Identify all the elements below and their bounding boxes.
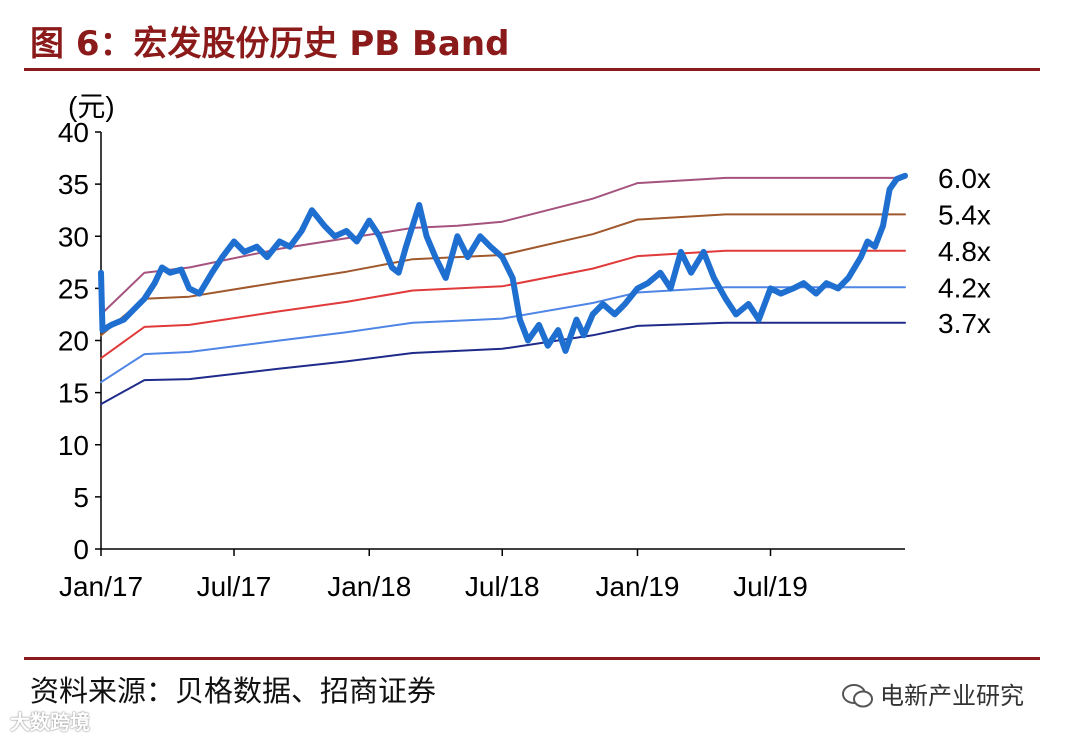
band-label-4.8x: 4.8x — [938, 236, 991, 267]
pb-band-chart: 0 5 10 15 20 25 30 35 40 Jan/17 Jul/17 Jan/18 Jul/18… — [58, 91, 991, 602]
y-tick-label: 10 — [58, 430, 89, 461]
title-divider — [24, 68, 1040, 71]
y-tick-label: 25 — [58, 273, 89, 304]
x-tick-label: Jul/18 — [465, 571, 540, 602]
band-line-4.2x — [100, 286, 906, 384]
band-label-5.4x: 5.4x — [938, 199, 991, 230]
band-label-4.2x: 4.2x — [938, 272, 991, 303]
band-line-5.4x — [100, 213, 906, 337]
band-label-6.0x: 6.0x — [938, 163, 991, 194]
wechat-account: 电新产业研究 — [842, 676, 1024, 711]
price-line — [98, 172, 908, 354]
x-tick-label: Jul/17 — [197, 571, 272, 602]
chart-axes: 0 5 10 15 20 25 30 35 40 Jan/17 Jul/17 Jan/18 Jul/18… — [58, 117, 905, 602]
wechat-account-name: 电新产业研究 — [880, 682, 1024, 710]
band-lines — [98, 172, 908, 406]
band-line-3.7x — [100, 321, 906, 406]
y-tick-label: 35 — [58, 169, 89, 200]
y-tick-label: 5 — [73, 482, 89, 513]
source-note: 资料来源：贝格数据、招商证券 — [30, 674, 437, 708]
y-tick-label: 30 — [58, 221, 89, 252]
source-divider — [24, 657, 1040, 660]
band-label-3.7x: 3.7x — [938, 308, 991, 339]
y-tick-label: 0 — [73, 534, 89, 565]
x-tick-label: Jan/17 — [59, 571, 143, 602]
y-tick-label: 20 — [58, 326, 89, 357]
x-tick-label: Jan/19 — [595, 571, 679, 602]
y-axis-label: (元) — [68, 91, 115, 122]
page-title: 图 6：宏发股份历史 PB Band — [30, 24, 510, 64]
band-labels: 6.0x 5.4x 4.8x 4.2x 3.7x — [938, 163, 991, 339]
wechat-icon — [842, 684, 873, 708]
y-tick-label: 15 — [58, 378, 89, 409]
x-tick-label: Jan/18 — [327, 571, 411, 602]
x-tick-label: Jul/19 — [733, 571, 808, 602]
watermark-text: 大数跨境 — [10, 710, 90, 734]
band-line-4.8x — [100, 249, 906, 360]
y-tick-label: 40 — [58, 117, 89, 148]
